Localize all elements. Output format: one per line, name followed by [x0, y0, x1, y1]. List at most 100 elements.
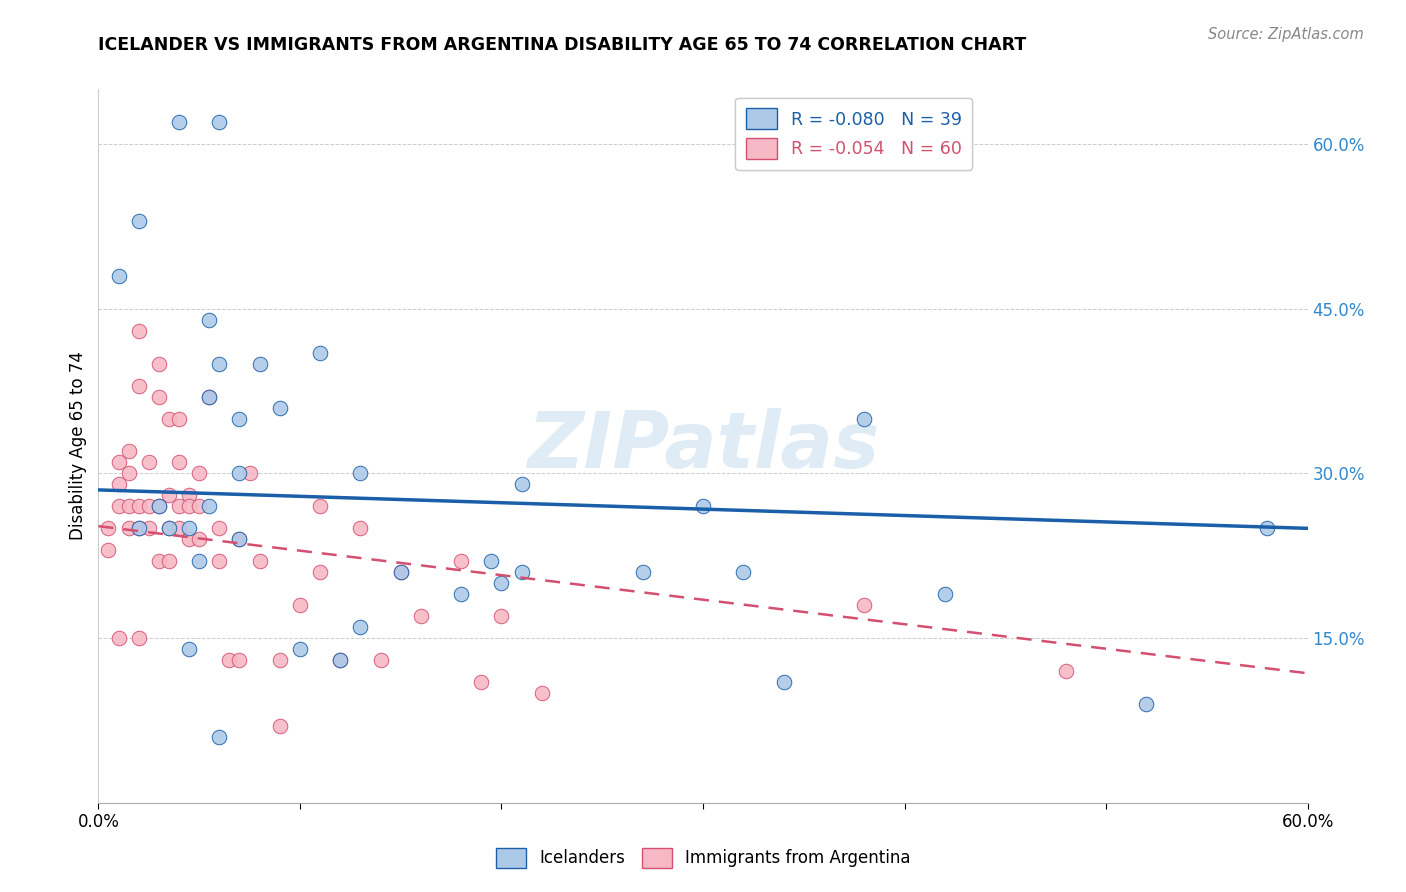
- Point: [198, 390, 221, 404]
- Point: [329, 653, 352, 667]
- Point: [157, 554, 180, 568]
- Text: Source: ZipAtlas.com: Source: ZipAtlas.com: [1208, 27, 1364, 42]
- Point: [470, 675, 492, 690]
- Point: [208, 554, 231, 568]
- Point: [128, 324, 150, 338]
- Point: [138, 455, 160, 469]
- Point: [249, 554, 271, 568]
- Point: [228, 653, 250, 667]
- Point: [228, 533, 250, 547]
- Point: [118, 521, 141, 535]
- Point: [118, 467, 141, 481]
- Point: [450, 554, 472, 568]
- Point: [157, 488, 180, 502]
- Point: [491, 576, 513, 591]
- Point: [389, 566, 412, 580]
- Point: [269, 653, 291, 667]
- Point: [167, 500, 190, 514]
- Point: [853, 598, 876, 612]
- Point: [692, 500, 714, 514]
- Point: [309, 566, 332, 580]
- Point: [198, 500, 221, 514]
- Point: [107, 631, 129, 645]
- Point: [269, 401, 291, 415]
- Point: [934, 587, 956, 601]
- Point: [188, 554, 211, 568]
- Point: [309, 500, 332, 514]
- Point: [288, 598, 311, 612]
- Point: [177, 521, 201, 535]
- Point: [97, 543, 120, 558]
- Point: [157, 411, 180, 425]
- Point: [188, 500, 211, 514]
- Point: [167, 115, 190, 129]
- Point: [409, 609, 432, 624]
- Point: [148, 500, 170, 514]
- Point: [631, 566, 654, 580]
- Point: [128, 214, 150, 228]
- Point: [118, 500, 141, 514]
- Point: [148, 500, 170, 514]
- Point: [198, 312, 221, 326]
- Legend: R = -0.080   N = 39, R = -0.054   N = 60: R = -0.080 N = 39, R = -0.054 N = 60: [735, 98, 973, 169]
- Point: [370, 653, 392, 667]
- Point: [177, 500, 201, 514]
- Point: [228, 467, 250, 481]
- Legend: Icelanders, Immigrants from Argentina: Icelanders, Immigrants from Argentina: [489, 841, 917, 875]
- Point: [349, 620, 371, 634]
- Point: [107, 477, 129, 491]
- Point: [288, 642, 311, 657]
- Point: [772, 675, 794, 690]
- Point: [349, 467, 371, 481]
- Point: [208, 115, 231, 129]
- Point: [491, 609, 513, 624]
- Point: [188, 467, 211, 481]
- Point: [138, 500, 160, 514]
- Point: [167, 521, 190, 535]
- Point: [128, 631, 150, 645]
- Point: [148, 390, 170, 404]
- Point: [1135, 697, 1157, 711]
- Point: [208, 357, 231, 371]
- Point: [128, 521, 150, 535]
- Point: [148, 554, 170, 568]
- Point: [450, 587, 472, 601]
- Point: [208, 521, 231, 535]
- Point: [239, 467, 262, 481]
- Point: [218, 653, 240, 667]
- Point: [269, 719, 291, 733]
- Point: [249, 357, 271, 371]
- Point: [510, 566, 533, 580]
- Point: [177, 642, 201, 657]
- Point: [1256, 521, 1278, 535]
- Point: [177, 533, 201, 547]
- Point: [481, 554, 503, 568]
- Point: [733, 566, 755, 580]
- Point: [188, 533, 211, 547]
- Point: [138, 521, 160, 535]
- Text: ICELANDER VS IMMIGRANTS FROM ARGENTINA DISABILITY AGE 65 TO 74 CORRELATION CHART: ICELANDER VS IMMIGRANTS FROM ARGENTINA D…: [98, 36, 1026, 54]
- Point: [530, 686, 553, 700]
- Point: [309, 345, 332, 359]
- Point: [349, 521, 371, 535]
- Point: [107, 455, 129, 469]
- Point: [228, 533, 250, 547]
- Point: [157, 521, 180, 535]
- Point: [228, 411, 250, 425]
- Point: [107, 500, 129, 514]
- Point: [128, 500, 150, 514]
- Point: [128, 378, 150, 392]
- Point: [329, 653, 352, 667]
- Point: [107, 268, 129, 283]
- Point: [167, 455, 190, 469]
- Point: [1054, 664, 1077, 678]
- Point: [510, 477, 533, 491]
- Point: [97, 521, 120, 535]
- Y-axis label: Disability Age 65 to 74: Disability Age 65 to 74: [69, 351, 87, 541]
- Point: [167, 411, 190, 425]
- Point: [128, 521, 150, 535]
- Text: ZIPatlas: ZIPatlas: [527, 408, 879, 484]
- Point: [198, 390, 221, 404]
- Point: [208, 730, 231, 744]
- Point: [853, 411, 876, 425]
